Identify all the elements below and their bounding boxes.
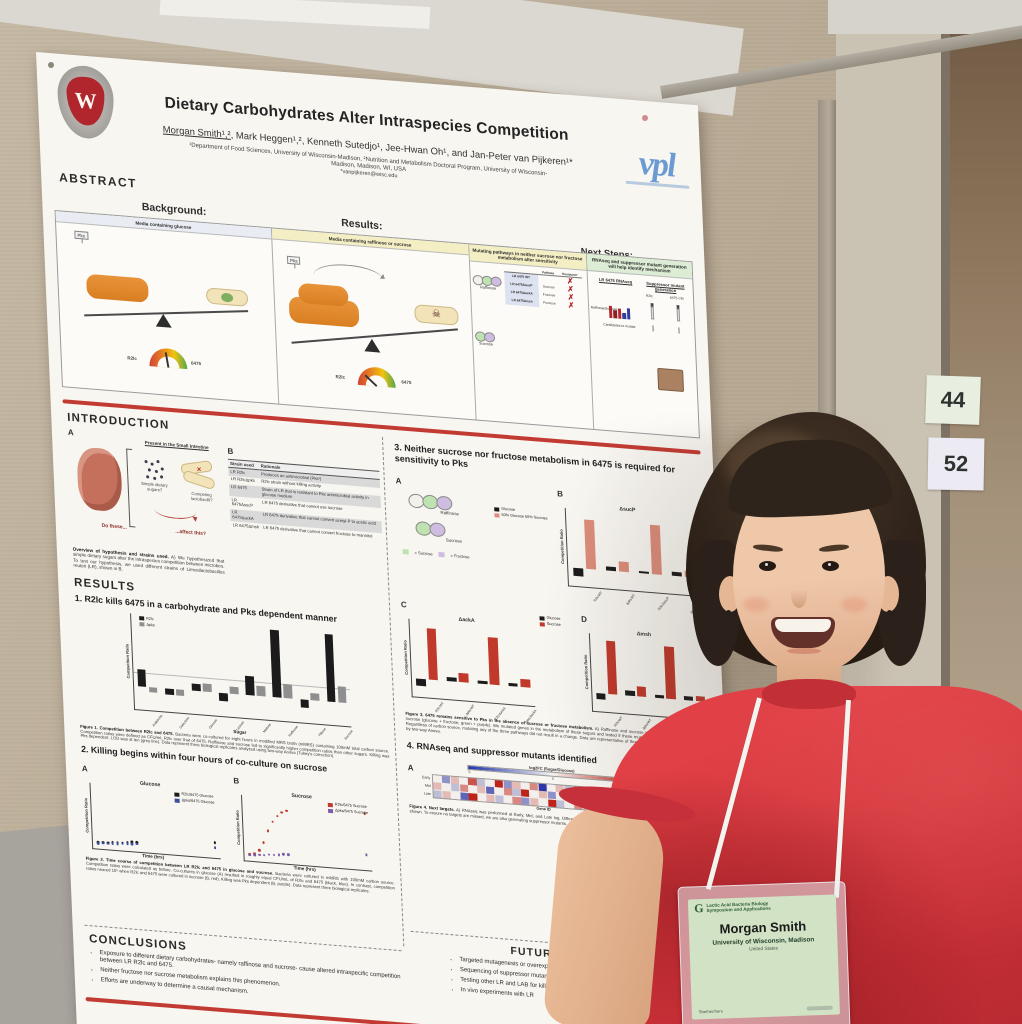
cheek-left: [743, 597, 769, 612]
badge-header: G Lactic Acid Bacteria Biology Symposium…: [693, 899, 830, 916]
push-pin: [642, 115, 648, 121]
earring-right: [887, 610, 892, 615]
badge-footer: She/her/hers: [698, 1005, 833, 1015]
name-badge: G Lactic Acid Bacteria Biology Symposium…: [677, 881, 851, 1024]
ceiling-right: [828, 0, 1022, 34]
eye-glint: [765, 563, 768, 566]
badge-header-line2: Symposium and Applications: [706, 906, 771, 914]
cheek-right: [841, 597, 867, 612]
shirt-collar: [762, 679, 856, 709]
badge-footer-code: [806, 1005, 833, 1011]
red-shirt-torso: [610, 686, 1022, 1024]
earring-left: [726, 610, 731, 615]
forearm: [542, 801, 668, 1024]
badge-card: G Lactic Acid Bacteria Biology Symposium…: [687, 894, 840, 1020]
grs-logo: G: [693, 901, 704, 916]
nose: [791, 580, 807, 608]
badge-pronouns: She/her/hers: [698, 1008, 723, 1015]
eye-right: [822, 561, 839, 571]
teeth: [775, 619, 831, 632]
eye-glint: [828, 563, 831, 566]
door: [950, 0, 1022, 730]
eye-left: [759, 561, 776, 571]
push-pin: [48, 62, 54, 68]
badge-name: Morgan Smith: [719, 918, 807, 937]
lower-lip: [787, 648, 821, 654]
smiling-mouth: [771, 617, 835, 648]
